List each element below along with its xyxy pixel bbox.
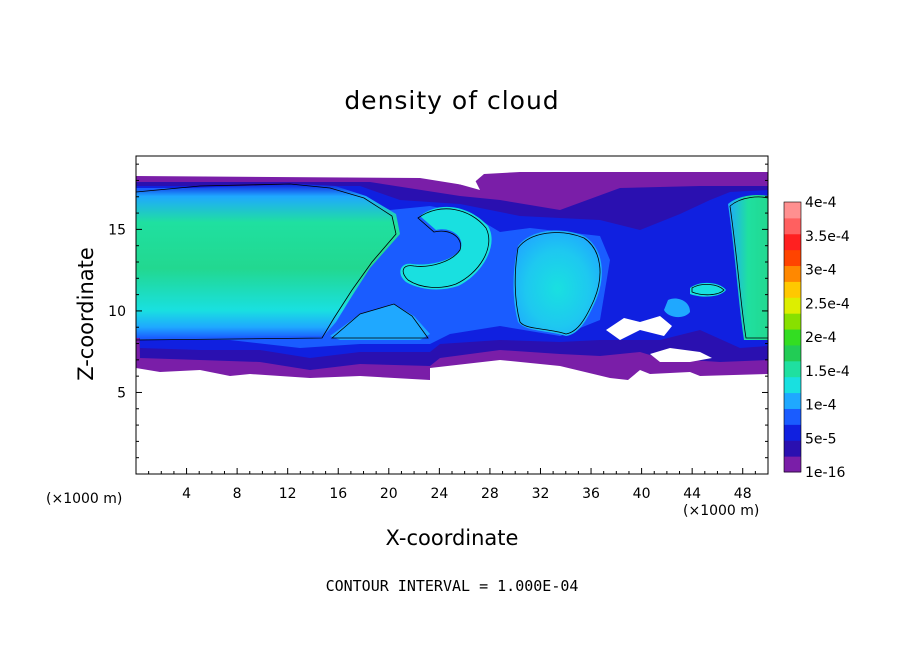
field-middle-cloud — [513, 230, 602, 336]
colorbar-label: 4e-4 — [805, 195, 837, 211]
x-tick-label: 48 — [734, 486, 752, 502]
x-tick-label: 44 — [683, 486, 701, 502]
y-tick-label: 5 — [117, 385, 126, 401]
x-tick-label: 20 — [380, 486, 398, 502]
colorbar-swatch — [784, 456, 801, 473]
x-axis-label: X-coordinate — [0, 526, 904, 550]
field-right-blob-2 — [664, 298, 690, 318]
contour-curl — [402, 208, 490, 288]
colorbar: 1e-16 5e-5 1e-4 1.5e-4 2e-4 2.5e-4 3e-4 3.5e-4 4… — [783, 195, 850, 481]
x-units-right: (×1000 m) — [683, 503, 760, 519]
contour-middle — [514, 232, 601, 335]
y-axis-label: Z-coordinate — [74, 247, 98, 381]
field-left-cloud — [136, 184, 400, 338]
colorbar-label: 1e-16 — [805, 465, 845, 481]
colorbar-label: 1e-4 — [805, 398, 837, 414]
colorbar-swatch — [784, 202, 801, 219]
density-field — [136, 170, 768, 380]
x-tick-label: 28 — [481, 486, 499, 502]
colorbar-swatch — [784, 344, 801, 362]
x-ticks: 4 8 12 16 20 24 28 32 36 40 44 48 — [148, 468, 756, 502]
colorbar-swatch — [784, 281, 801, 298]
x-tick-label: 16 — [329, 486, 347, 502]
field-curl-plume — [400, 206, 492, 290]
colorbar-swatch — [784, 408, 801, 425]
colorbar-label: 5e-5 — [805, 431, 836, 447]
colorbar-label: 1.5e-4 — [805, 364, 850, 380]
contour-right-blob — [691, 284, 725, 296]
x-tick-label: 36 — [582, 486, 600, 502]
colorbar-label: 2e-4 — [805, 330, 837, 346]
colorbar-swatch — [784, 392, 801, 409]
contour-left — [136, 183, 397, 341]
x-tick-label: 8 — [233, 486, 242, 502]
colorbar-swatch — [784, 329, 801, 346]
field-right-cloud — [728, 194, 768, 340]
y-tick-label: 15 — [108, 222, 126, 238]
colorbar-swatch — [784, 424, 801, 441]
colorbar-label: 3e-4 — [805, 263, 837, 279]
x-tick-label: 32 — [532, 486, 550, 502]
colorbar-swatch — [784, 376, 801, 394]
colorbar-swatch — [784, 360, 801, 378]
x-units-left: (×1000 m) — [46, 491, 123, 507]
colorbar-swatch — [784, 217, 801, 235]
x-tick-label: 40 — [633, 486, 651, 502]
y-tick-label: 10 — [108, 304, 126, 320]
field-lower-lens — [330, 304, 430, 340]
colorbar-swatch — [784, 440, 801, 457]
colorbar-swatch — [784, 265, 801, 282]
colorbar-swatch — [784, 233, 801, 251]
colorbar-label: 3.5e-4 — [805, 229, 850, 245]
contour-interval-note: CONTOUR INTERVAL = 1.000E-04 — [325, 577, 579, 595]
field-gap-3 — [650, 348, 712, 362]
colorbar-frame — [783, 201, 802, 473]
x-axis-label-text: X-coordinate — [385, 526, 519, 550]
contour-right — [729, 196, 768, 339]
colorbar-swatch — [784, 313, 801, 330]
colorbar-swatch — [784, 297, 801, 314]
field-gap-2 — [606, 316, 672, 340]
x-tick-label: 24 — [430, 486, 448, 502]
field-gap-1 — [430, 170, 480, 190]
x-tick-label: 4 — [182, 486, 191, 502]
colorbar-label: 2.5e-4 — [805, 296, 850, 312]
y-ticks: 5 10 15 — [108, 163, 768, 459]
colorbar-swatch — [784, 249, 801, 267]
x-tick-label: 12 — [279, 486, 297, 502]
contour-lens — [330, 303, 429, 339]
chart-title: density of cloud — [344, 86, 560, 115]
